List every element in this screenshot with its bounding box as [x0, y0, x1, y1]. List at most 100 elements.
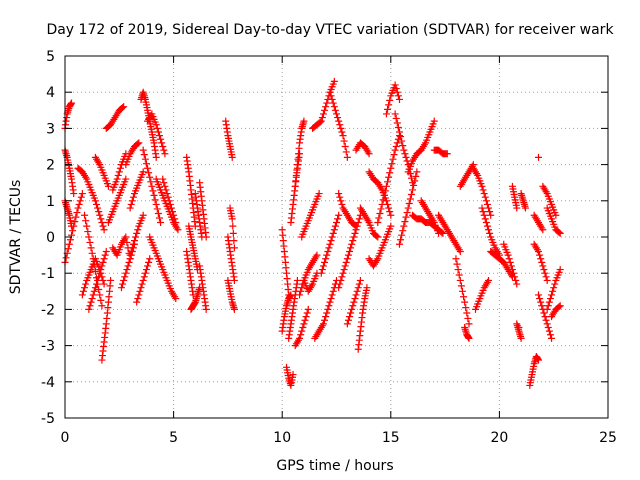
- data-point: [157, 219, 165, 227]
- y-tick-label: -4: [41, 375, 55, 391]
- data-point: [546, 331, 554, 339]
- series-s23: [146, 233, 180, 303]
- data-point: [552, 211, 560, 219]
- data-point: [99, 222, 107, 230]
- data-point: [230, 244, 238, 252]
- data-point: [89, 291, 97, 299]
- data-point: [405, 200, 413, 208]
- data-point: [297, 331, 305, 339]
- data-point: [335, 117, 343, 125]
- series-s50: [326, 88, 351, 161]
- data-point: [393, 88, 401, 96]
- data-point: [543, 320, 551, 328]
- data-point: [393, 139, 401, 147]
- data-point: [512, 276, 520, 284]
- series-s76: [508, 182, 521, 212]
- data-point: [395, 95, 403, 103]
- series-s51: [335, 190, 360, 230]
- x-tick-label: 10: [273, 430, 291, 446]
- data-point: [355, 215, 363, 223]
- data-point: [113, 175, 121, 183]
- data-point: [100, 226, 108, 234]
- data-point: [536, 251, 544, 259]
- data-point: [353, 222, 361, 230]
- data-points: [61, 77, 564, 389]
- x-tick-label: 0: [61, 430, 70, 446]
- data-point: [74, 204, 82, 212]
- data-point: [410, 181, 418, 189]
- data-point: [347, 244, 355, 252]
- data-point: [338, 273, 346, 281]
- data-point: [129, 240, 137, 248]
- data-point: [160, 179, 168, 187]
- data-point: [398, 231, 406, 239]
- x-tick-label: 25: [599, 430, 617, 446]
- series-s22: [144, 110, 169, 158]
- data-point: [158, 139, 166, 147]
- data-point: [202, 233, 210, 241]
- data-point: [438, 228, 446, 236]
- y-tick-label: -1: [41, 266, 55, 282]
- data-point: [329, 287, 337, 295]
- data-point: [378, 200, 386, 208]
- series-s73: [478, 204, 503, 259]
- data-point: [555, 303, 563, 311]
- data-point: [107, 276, 115, 284]
- series-s4: [61, 190, 86, 266]
- data-point: [382, 197, 390, 205]
- data-point: [391, 81, 399, 89]
- data-point: [543, 305, 551, 313]
- x-tick-label: 20: [490, 430, 508, 446]
- data-point: [64, 245, 72, 253]
- data-point: [133, 298, 141, 306]
- data-point: [81, 211, 89, 219]
- data-point: [534, 291, 542, 299]
- data-point: [319, 110, 327, 118]
- series-s17: [126, 168, 147, 212]
- data-point: [544, 302, 552, 310]
- data-point: [374, 233, 382, 241]
- data-point: [157, 135, 165, 143]
- data-point: [354, 284, 362, 292]
- data-point: [319, 320, 327, 328]
- data-point: [342, 148, 350, 156]
- data-point: [340, 266, 348, 274]
- y-tick-label: -2: [41, 302, 55, 318]
- data-point: [92, 280, 100, 288]
- data-point: [82, 280, 90, 288]
- y-tick-label: -5: [41, 411, 55, 427]
- data-point: [140, 273, 148, 281]
- data-point: [321, 106, 329, 114]
- data-point: [540, 266, 548, 274]
- data-point: [98, 219, 106, 227]
- data-point: [91, 197, 99, 205]
- data-point: [172, 219, 180, 227]
- data-point: [534, 356, 542, 364]
- data-point: [73, 209, 81, 217]
- data-point: [353, 287, 361, 295]
- data-point: [399, 142, 407, 150]
- data-point: [301, 316, 309, 324]
- data-point: [91, 284, 99, 292]
- data-point: [76, 197, 84, 205]
- data-point: [350, 298, 358, 306]
- data-point: [121, 273, 129, 281]
- data-point: [70, 222, 78, 230]
- data-point: [141, 155, 149, 163]
- data-point: [139, 211, 147, 219]
- data-point: [483, 200, 491, 208]
- data-point: [304, 305, 312, 313]
- data-point: [390, 151, 398, 159]
- data-point: [323, 309, 331, 317]
- data-point: [88, 295, 96, 303]
- data-point: [296, 291, 304, 299]
- data-point: [228, 153, 236, 161]
- data-point: [327, 237, 335, 245]
- series-s85: [543, 266, 564, 313]
- data-point: [92, 200, 100, 208]
- data-point: [132, 233, 140, 241]
- data-point: [402, 153, 410, 161]
- data-point: [145, 169, 153, 177]
- data-point: [382, 182, 390, 190]
- data-point: [376, 209, 384, 217]
